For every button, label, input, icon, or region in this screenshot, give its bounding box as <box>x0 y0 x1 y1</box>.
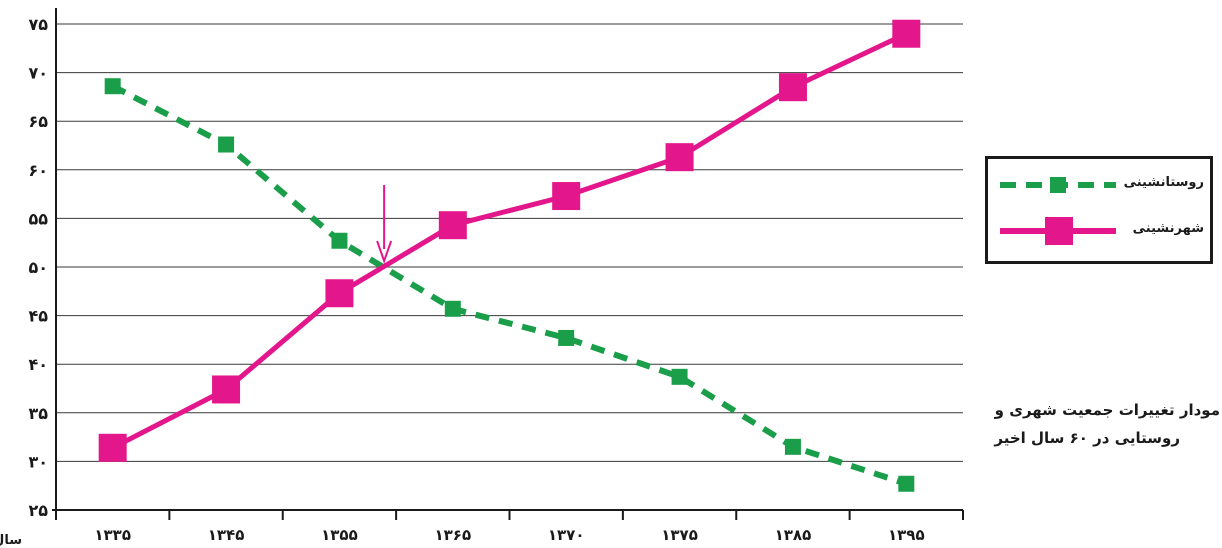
x-tick-label: ۱۳۵۵ <box>321 526 358 544</box>
x-tick-label: ۱۳۹۵ <box>888 526 925 544</box>
y-tick-label: ۶۰ <box>28 161 48 180</box>
series-line-rural <box>111 83 908 487</box>
x-tick-label: ۱۳۶۵ <box>435 526 472 544</box>
legend-swatch-urban-icon <box>1000 217 1116 245</box>
x-tick-label: ۱۳۷۵ <box>661 526 698 544</box>
y-tick-label: ۷۰ <box>28 64 48 83</box>
legend: روستانشینی شهرنشینی <box>985 156 1213 264</box>
axes <box>52 8 964 520</box>
data-point-rural <box>558 329 575 346</box>
legend-label-urban: شهرنشینی <box>1132 221 1204 236</box>
y-tick-label: ۵۵ <box>28 209 48 228</box>
x-tick-label: ۱۳۷۰ <box>548 526 585 544</box>
legend-label-rural: روستانشینی <box>1123 175 1204 190</box>
y-tick-label: ۳۰ <box>28 452 48 471</box>
data-point-rural <box>104 78 121 95</box>
data-point-rural <box>784 438 801 455</box>
legend-entry-rural: روستانشینی <box>988 163 1210 209</box>
x-axis-label: سال <box>0 533 22 548</box>
legend-entry-urban: شهرنشینی <box>988 209 1210 255</box>
data-point-urban <box>212 375 241 404</box>
legend-swatch-rural-icon <box>1000 177 1116 193</box>
caption-line-2: روستایی در ۶۰ سال اخیر <box>994 429 1180 447</box>
y-tick-label: ۶۵ <box>28 112 48 131</box>
y-tick-label: ۲۵ <box>28 501 48 520</box>
data-point-rural <box>218 136 235 153</box>
data-point-urban <box>665 143 694 172</box>
data-point-urban <box>325 279 354 308</box>
x-tick-labels: ۱۳۳۵ ۱۳۴۵ ۱۳۵۵ ۱۳۶۵ ۱۳۷۰ ۱۳۷۵ ۱۳۸۵ ۱۳۹۵ <box>94 526 924 544</box>
data-point-urban <box>98 433 127 462</box>
caption-line-1: مودار تغییرات جمعیت شهری و <box>994 401 1220 419</box>
data-point-urban <box>892 19 921 48</box>
data-point-rural <box>898 475 915 492</box>
data-point-urban <box>778 73 807 102</box>
y-tick-label: ۴۰ <box>28 355 48 374</box>
data-point-urban <box>552 182 581 211</box>
data-point-rural <box>444 300 461 317</box>
y-tick-label: ۵۰ <box>28 258 48 277</box>
x-tick-label: ۱۳۴۵ <box>208 526 245 544</box>
series-line-urban <box>111 31 908 451</box>
chart-caption: مودار تغییرات جمعیت شهری و روستایی در ۶۰… <box>966 396 1220 452</box>
y-tick-labels: ۲۵ ۳۰ ۳۵ ۴۰ ۴۵ ۵۰ ۵۵ ۶۰ ۶۵ ۷۰ ۷۵ <box>28 15 48 520</box>
y-tick-label: ۷۵ <box>28 15 48 34</box>
y-tick-label: ۳۵ <box>28 404 48 423</box>
grid-lines <box>56 23 963 462</box>
data-point-rural <box>671 368 688 385</box>
x-tick-label: ۱۳۳۵ <box>94 526 131 544</box>
y-tick-label: ۴۵ <box>28 307 48 326</box>
annotation-group <box>376 185 393 265</box>
data-point-rural <box>331 232 348 249</box>
data-point-urban <box>438 211 467 240</box>
x-tick-label: ۱۳۸۵ <box>775 526 812 544</box>
series-group <box>98 19 921 492</box>
annotation-arrow-head-icon <box>376 240 393 265</box>
